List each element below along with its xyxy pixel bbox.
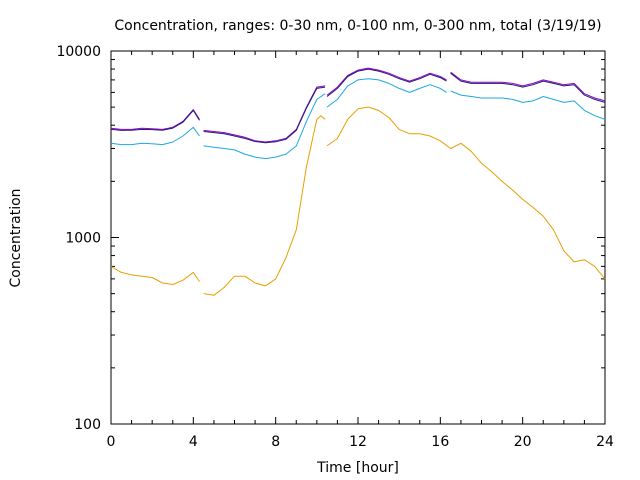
- series-line-1: [110, 106, 606, 296]
- axis-ticks: 0 4 8 12 16 20 24 100 1000 10000: [56, 44, 614, 450]
- x-tick-label: 20: [514, 434, 532, 450]
- y-axis-label: Concentration: [8, 188, 24, 287]
- series-line-2: [110, 78, 606, 160]
- x-tick-label: 8: [271, 434, 280, 450]
- series-line-4: [110, 68, 606, 144]
- y-tick-label: 100: [74, 417, 101, 433]
- plot-frame: [110, 50, 606, 425]
- y-tick-label: 10000: [56, 44, 101, 60]
- x-tick-label: 12: [349, 434, 367, 450]
- y-tick-label: 1000: [65, 231, 101, 247]
- x-tick-label: 0: [107, 434, 116, 450]
- chart-title: Concentration, ranges: 0-30 nm, 0-100 nm…: [114, 18, 601, 34]
- series-line-3: [110, 67, 606, 143]
- x-axis-label: Time [hour]: [316, 460, 399, 476]
- x-tick-label: 4: [189, 434, 198, 450]
- x-tick-label: 16: [431, 434, 449, 450]
- series-layer: [110, 67, 606, 296]
- x-tick-label: 24: [596, 434, 614, 450]
